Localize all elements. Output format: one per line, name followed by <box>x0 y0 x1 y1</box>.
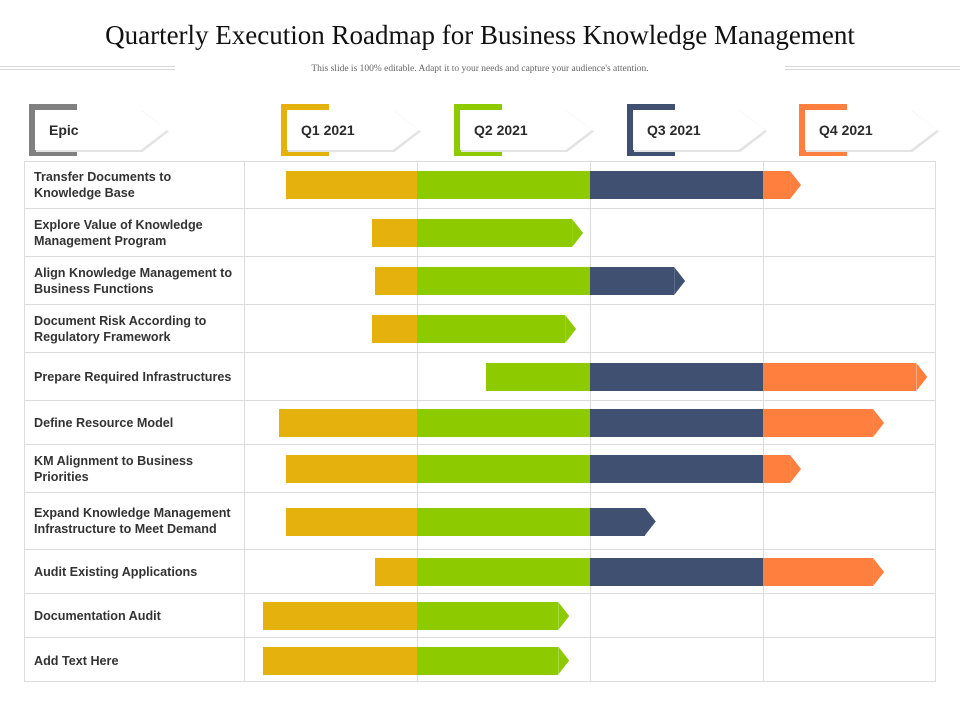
bar-segment-q1-2021 <box>278 409 417 437</box>
epic-label: Audit Existing Applications <box>34 564 198 579</box>
bar-segment-q4-2021 <box>763 171 791 199</box>
epic-header: Epic <box>29 104 184 156</box>
bar-segment-q1-2021 <box>285 507 417 536</box>
table-row: KM Alignment to Business Priorities <box>24 445 936 493</box>
column-divider-epic <box>244 161 245 682</box>
table-row: Explore Value of Knowledge Management Pr… <box>24 209 936 257</box>
subtitle-rule-left <box>0 66 175 72</box>
epic-label: Expand Knowledge Management Infrastructu… <box>34 506 231 536</box>
bar-arrow-tip <box>790 171 802 199</box>
bar-arrow-tip <box>572 219 584 247</box>
bar-segment-q4-2021 <box>763 409 874 437</box>
epic-label: KM Alignment to Business Priorities <box>34 453 194 484</box>
q2-header-label: Q2 2021 <box>474 122 528 138</box>
bar-segment-q2-2021 <box>417 219 573 247</box>
table-row: Expand Knowledge Management Infrastructu… <box>24 493 936 550</box>
table-row: Audit Existing Applications <box>24 550 936 594</box>
bar-segment-q3-2021 <box>590 267 675 295</box>
page-title: Quarterly Execution Roadmap for Business… <box>105 20 855 50</box>
table-row: Documentation Audit <box>24 594 936 638</box>
bar-arrow-tip <box>558 646 570 675</box>
bar-segment-q2-2021 <box>417 409 590 437</box>
bar-segment-q3-2021 <box>590 558 763 586</box>
q3-header: Q3 2021 <box>627 104 782 156</box>
bar-arrow-tip <box>873 558 885 586</box>
epic-label: Define Resource Model <box>34 415 174 430</box>
bar-segment-q4-2021 <box>763 363 917 391</box>
q3-header-card <box>633 110 765 150</box>
epic-header-card <box>35 110 167 150</box>
bar-arrow-tip <box>558 602 570 630</box>
bar-arrow-tip <box>873 409 885 437</box>
bar-segment-q1-2021 <box>263 646 417 675</box>
subtitle-rule-right <box>785 66 960 72</box>
page-subtitle: This slide is 100% editable. Adapt it to… <box>311 64 649 74</box>
bar-segment-q1-2021 <box>372 219 417 247</box>
bar-segment-q2-2021 <box>417 507 590 536</box>
bar-segment-q1-2021 <box>375 267 417 295</box>
roadmap-table <box>24 161 936 682</box>
bar-arrow-tip <box>565 315 577 343</box>
epic-label: Add Text Here <box>34 653 119 668</box>
q3-header-label: Q3 2021 <box>647 122 701 138</box>
epic-label: Documentation Audit <box>34 608 161 623</box>
q2-header: Q2 2021 <box>454 104 609 156</box>
bar-segment-q1-2021 <box>372 315 417 343</box>
bar-arrow-tip <box>674 267 686 295</box>
bar-segment-q4-2021 <box>763 558 874 586</box>
q1-header: Q1 2021 <box>281 104 436 156</box>
epic-label: Transfer Documents to Knowledge Base <box>34 169 172 200</box>
bar-segment-q1-2021 <box>375 558 417 586</box>
bar-segment-q2-2021 <box>417 455 590 483</box>
bar-segment-q2-2021 <box>417 267 590 295</box>
q2-header-card <box>460 110 592 150</box>
epic-label: Document Risk According to Regulatory Fr… <box>34 313 207 344</box>
table-row: Add Text Here <box>24 638 936 683</box>
q4-header: Q4 2021 <box>799 104 954 156</box>
bar-segment-q2-2021 <box>417 602 559 630</box>
epic-header-label: Epic <box>49 122 79 138</box>
table-row: Transfer Documents to Knowledge Base <box>24 161 936 209</box>
bar-segment-q3-2021 <box>590 507 645 536</box>
q1-header-card <box>287 110 419 150</box>
q4-header-label: Q4 2021 <box>819 122 873 138</box>
bar-segment-q3-2021 <box>590 363 763 391</box>
epic-label: Prepare Required Infrastructures <box>34 369 232 384</box>
bar-segment-q3-2021 <box>590 409 763 437</box>
bar-segment-q2-2021 <box>486 363 590 391</box>
bar-segment-q4-2021 <box>763 455 791 483</box>
bar-segment-q3-2021 <box>590 171 763 199</box>
table-row: Define Resource Model <box>24 401 936 445</box>
bar-segment-q1-2021 <box>285 171 417 199</box>
q1-header-label: Q1 2021 <box>301 122 355 138</box>
bar-arrow-tip <box>916 363 928 391</box>
epic-label: Align Knowledge Management to Business F… <box>34 265 233 296</box>
table-row: Align Knowledge Management to Business F… <box>24 257 936 305</box>
bar-segment-q2-2021 <box>417 315 566 343</box>
bar-arrow-tip <box>644 507 656 536</box>
table-row: Document Risk According to Regulatory Fr… <box>24 305 936 353</box>
bar-segment-q1-2021 <box>285 455 417 483</box>
bar-segment-q2-2021 <box>417 171 590 199</box>
bar-arrow-tip <box>790 455 802 483</box>
epic-label: Explore Value of Knowledge Management Pr… <box>34 217 203 248</box>
bar-segment-q1-2021 <box>263 602 417 630</box>
q4-header-card <box>805 110 937 150</box>
bar-segment-q2-2021 <box>417 646 559 675</box>
table-row: Prepare Required Infrastructures <box>24 353 936 401</box>
bar-segment-q3-2021 <box>590 455 763 483</box>
bar-segment-q2-2021 <box>417 558 590 586</box>
